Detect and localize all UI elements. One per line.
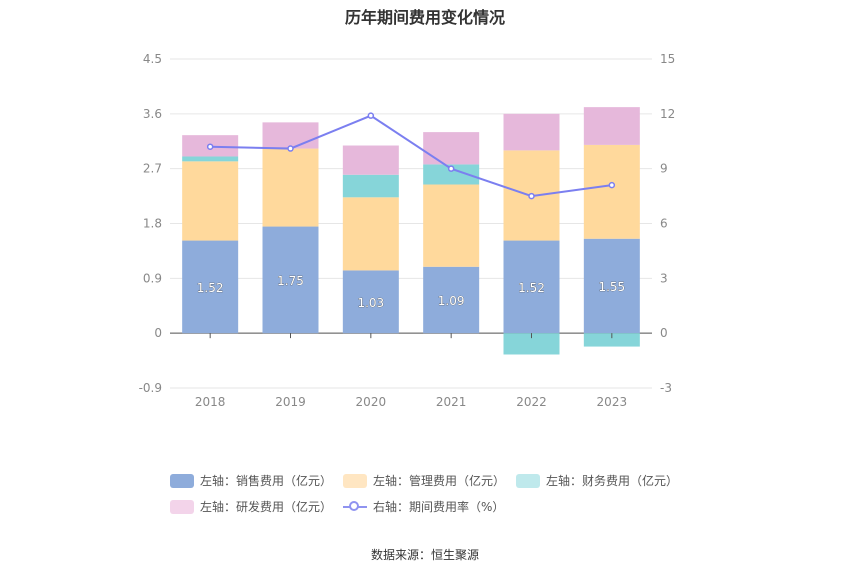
bar-finance-2018: [182, 156, 239, 162]
legend-swatch-rate: [343, 500, 367, 514]
chart-title: 历年期间费用变化情况: [344, 8, 505, 27]
y-right-tick-label: 3: [660, 271, 668, 285]
y-left-tick-label: 3.6: [143, 107, 162, 121]
y-right-tick-label: 0: [660, 326, 668, 340]
bar-admin-2020: [342, 197, 399, 271]
bar-value-label: 1.55: [598, 280, 625, 294]
bar-value-label: 1.03: [357, 296, 384, 310]
y-right-tick-label: 15: [660, 52, 675, 66]
rate-point-2021: [447, 165, 455, 172]
bar-finance-2022: [503, 333, 560, 355]
bar-rnd-2021: [423, 132, 480, 165]
bar-admin-2021: [423, 184, 480, 267]
x-tick-label: 2021: [436, 395, 467, 409]
legend-label-rate: 右轴：期间费用率（%）: [373, 500, 505, 514]
bar-sales-2023: [583, 238, 640, 334]
legend-swatch-rnd: [170, 499, 194, 514]
y-left-tick-label: -0.9: [139, 381, 162, 395]
bar-value-label: 1.52: [518, 281, 545, 295]
bar-value-label: 1.75: [277, 274, 304, 288]
bar-sales-2019: [262, 226, 319, 334]
legend-label-rnd: 左轴：研发费用（亿元）: [200, 500, 333, 514]
legend-item-finance[interactable]: 左轴：财务费用（亿元）: [516, 472, 678, 489]
x-tick-label: 2023: [597, 395, 628, 409]
bar-rnd-2020: [342, 145, 399, 175]
bar-rnd-2019: [262, 122, 319, 149]
bar-finance-2021: [423, 164, 480, 185]
bar-rnd-2022: [503, 113, 560, 151]
y-left-tick-label: 4.5: [143, 52, 162, 66]
legend-item-rate[interactable]: 右轴：期间费用率（%）: [343, 498, 504, 515]
bar-admin-2018: [182, 161, 239, 241]
x-tick-label: 2020: [356, 395, 387, 409]
data-source: 数据来源：恒生聚源: [370, 548, 479, 562]
y-left-tick-label: 2.7: [143, 162, 162, 176]
rate-point-2023: [608, 181, 616, 189]
bar-finance-2023: [583, 333, 640, 347]
y-right-tick-label: 6: [660, 217, 668, 231]
legend-label-admin: 左轴：管理费用（亿元）: [373, 474, 506, 488]
y-left-tick-label: 0.9: [143, 271, 162, 285]
legend-item-rnd[interactable]: 左轴：研发费用（亿元）: [170, 498, 332, 515]
y-right-tick-label: -3: [660, 381, 672, 395]
bar-value-label: 1.52: [197, 281, 224, 295]
legend-label-finance: 左轴：财务费用（亿元）: [546, 474, 679, 488]
legend-item-sales[interactable]: 左轴：销售费用（亿元）: [170, 472, 332, 489]
x-tick-label: 2018: [195, 395, 226, 409]
y-right-tick-label: 12: [660, 107, 675, 121]
y-left-tick-label: 1.8: [143, 217, 162, 231]
bar-sales-2020: [342, 270, 399, 334]
legend-item-admin[interactable]: 左轴：管理费用（亿元）: [343, 472, 505, 489]
rate-point-2020: [367, 112, 375, 119]
y-right-tick-label: 9: [660, 162, 668, 176]
legend-swatch-sales: [170, 473, 194, 488]
chart-canvas: -0.9 -3 0 0 0.9 3 1.8 6 2.7 9 3.6 12 4.5 15 1.52 2018 1.…: [139, 52, 676, 409]
legend-swatch-admin: [343, 473, 367, 488]
bar-admin-2019: [262, 148, 319, 227]
y-left-tick-label: 0: [154, 326, 162, 340]
rate-point-2022: [528, 192, 535, 200]
bar-sales-2022: [503, 240, 560, 334]
legend-label-sales: 左轴：销售费用（亿元）: [200, 474, 333, 488]
bar-value-label: 1.09: [438, 294, 465, 308]
rate-line: [210, 114, 612, 198]
rate-point-2018: [206, 143, 214, 150]
x-tick-label: 2022: [516, 395, 547, 409]
bar-sales-2018: [182, 240, 239, 334]
bar-sales-2021: [423, 266, 480, 334]
rate-point-2019: [287, 145, 294, 152]
legend-swatch-finance: [516, 473, 540, 488]
bar-finance-2020: [342, 174, 399, 198]
x-tick-label: 2019: [275, 395, 306, 409]
bar-admin-2023: [583, 144, 640, 239]
bar-rnd-2023: [583, 107, 640, 145]
